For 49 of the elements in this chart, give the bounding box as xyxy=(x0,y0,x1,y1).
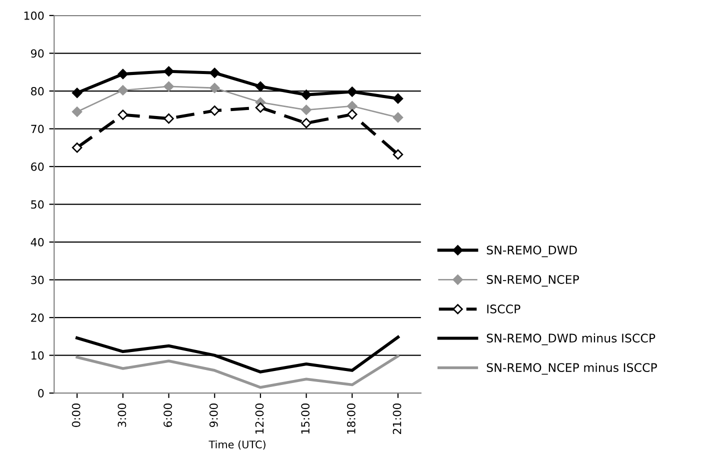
x-tick-label: 6:00 xyxy=(164,404,172,427)
legend-label: SN-REMO_DWD minus ISCCP xyxy=(486,333,656,346)
y-tick-label: 20 xyxy=(31,314,44,322)
point xyxy=(118,110,128,120)
point xyxy=(164,66,174,76)
point xyxy=(392,112,404,123)
legend-label: SN-REMO_DWD xyxy=(486,246,577,258)
x-tick-label: 18:00 xyxy=(346,404,356,434)
point xyxy=(118,68,128,80)
legend-label: SN-REMO_NCEP minus ISCCP xyxy=(486,362,657,375)
point xyxy=(301,90,312,100)
legend-label: SN-REMO_NCEP xyxy=(486,275,579,287)
point xyxy=(255,81,266,92)
line-series xyxy=(76,354,400,389)
point xyxy=(164,81,174,92)
point xyxy=(301,118,312,128)
point xyxy=(301,104,312,116)
y-tick-label: 0 xyxy=(38,389,44,398)
legend-label: ISCCP xyxy=(487,304,520,314)
x-axis-title: Time (UTC) xyxy=(208,440,266,450)
point xyxy=(392,93,404,104)
point xyxy=(210,68,220,78)
x-tick-label: 21:00 xyxy=(392,404,402,434)
y-tick-label: 90 xyxy=(30,49,44,58)
point xyxy=(392,149,404,160)
point xyxy=(210,106,220,116)
x-tick-label: 9:00 xyxy=(209,404,218,428)
point xyxy=(72,88,82,98)
y-tick-label: 100 xyxy=(24,11,44,20)
x-tick-label: 0:00 xyxy=(72,404,80,428)
y-tick-label: 30 xyxy=(31,276,44,284)
y-tick-label: 70 xyxy=(31,124,44,134)
point xyxy=(347,101,358,112)
y-tick-label: 40 xyxy=(30,238,44,246)
y-tick-label: 80 xyxy=(31,86,44,96)
point xyxy=(118,85,128,96)
point xyxy=(164,113,174,124)
y-tick-label: 50 xyxy=(31,200,44,209)
point xyxy=(255,102,266,113)
y-tick-label: 10 xyxy=(32,351,44,360)
point xyxy=(72,106,82,117)
x-tick-label: 15:00 xyxy=(301,404,310,434)
point xyxy=(347,109,358,120)
x-tick-label: 12:00 xyxy=(255,404,264,434)
y-tick-label: 60 xyxy=(31,162,44,171)
point xyxy=(347,86,358,97)
point xyxy=(72,142,82,153)
x-tick-label: 3:00 xyxy=(118,404,126,427)
point xyxy=(210,82,220,94)
